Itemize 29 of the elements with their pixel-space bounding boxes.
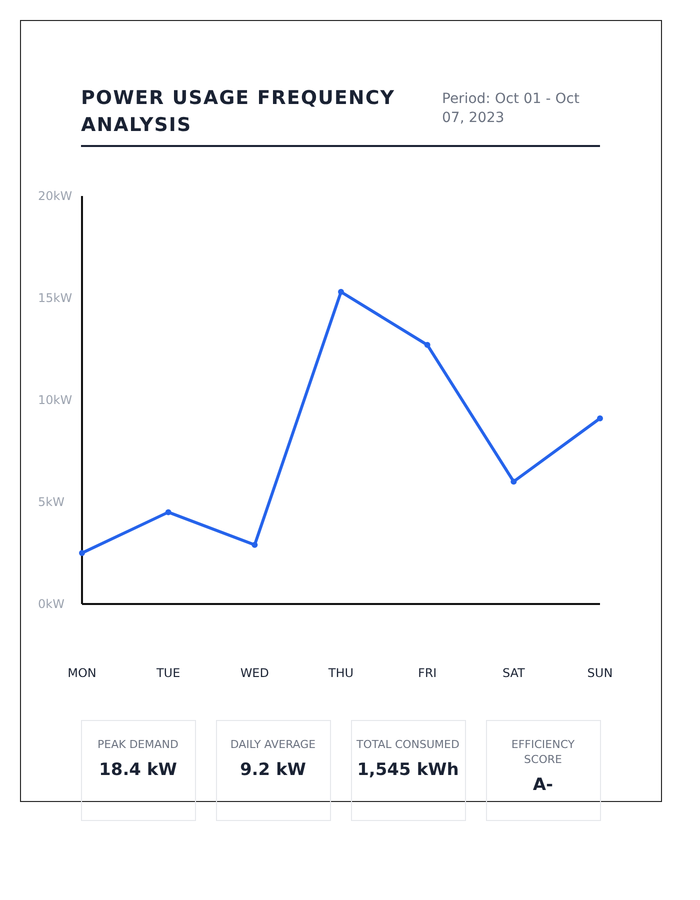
point xyxy=(165,509,172,516)
chart-subtitle: Period: Oct 01 - Oct 07, 2023 xyxy=(442,91,580,126)
x-tick-label: WED xyxy=(240,666,270,680)
text: PEAK DEMAND xyxy=(98,738,178,751)
x-tick-label: SUN xyxy=(587,666,613,680)
point xyxy=(424,342,430,348)
point xyxy=(338,288,344,295)
chart-title: POWER USAGE FREQUENCY ANALYSIS xyxy=(81,87,396,136)
text: A- xyxy=(532,775,554,795)
text: DAILY AVERAGE xyxy=(230,738,316,751)
x-tick-label: TUE xyxy=(155,666,180,680)
point xyxy=(252,542,258,548)
text: 18.4 kW xyxy=(99,760,178,780)
x-tick-label: MON xyxy=(68,666,96,680)
text: 9.2 kW xyxy=(240,760,306,780)
text: 1,545 kWh xyxy=(357,760,459,780)
y-tick-label: 0kW xyxy=(38,597,65,612)
text: EFFICIENCY SCORE xyxy=(511,738,575,766)
point xyxy=(79,550,85,556)
point xyxy=(510,478,517,485)
point xyxy=(597,415,603,422)
text: TOTAL CONSUMED xyxy=(356,738,460,751)
y-tick-label: 20kW xyxy=(38,189,72,204)
y-tick-label: 5kW xyxy=(38,495,65,510)
y-tick-label: 10kW xyxy=(38,393,72,408)
y-tick-label: 15kW xyxy=(38,291,72,306)
x-tick-label: FRI xyxy=(418,666,437,680)
x-tick-label: SAT xyxy=(502,666,526,680)
x-tick-label: THU xyxy=(327,666,354,680)
